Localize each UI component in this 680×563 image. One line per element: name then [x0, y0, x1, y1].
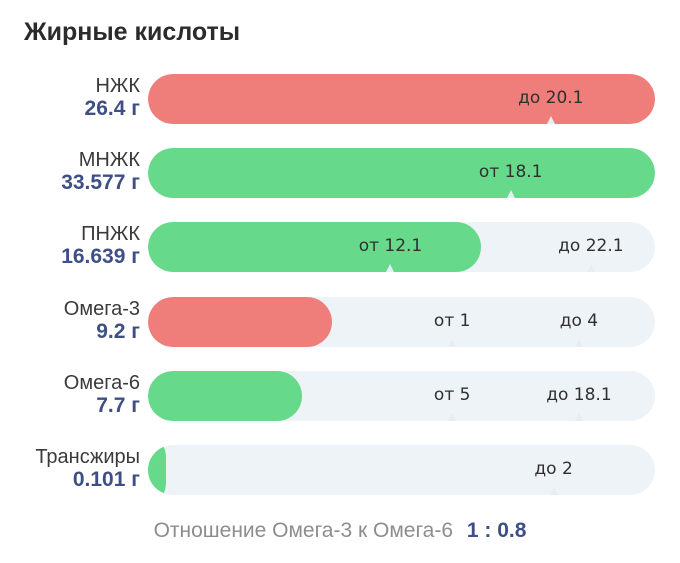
row-value: 33.577 г: [61, 171, 140, 195]
mark-label: от 12.1: [358, 236, 423, 257]
mark-label: от 18.1: [478, 162, 543, 183]
row-name: НЖК: [95, 75, 140, 97]
chart-row: Трансжиры 0.101 г до 2: [0, 445, 680, 495]
bar-fill: [148, 445, 166, 495]
bar-track: до 2: [148, 445, 655, 495]
mark-pointer: [448, 412, 457, 421]
row-value: 16.639 г: [61, 245, 140, 269]
mark-label: от 5: [433, 384, 471, 405]
bar-track: от 1 до 4: [148, 296, 655, 347]
mark-pointer: [586, 264, 595, 273]
mark-label: от 1: [433, 310, 471, 331]
bar-track: от 5 до 18.1: [148, 370, 655, 421]
row-value: 0.101 г: [72, 468, 140, 491]
row-name: Трансжиры: [35, 446, 140, 468]
row-name: Омега-6: [63, 371, 140, 394]
omega-ratio: Отношение Омега-3 к Омега-6 1 : 0.8: [0, 519, 680, 543]
bar-track: до 20.1: [148, 74, 655, 124]
chart-row: Омега-6 7.7 г от 5 до 18.1: [0, 370, 680, 421]
bar-fill: [148, 148, 655, 199]
chart-row: НЖК 26.4 г до 20.1: [0, 74, 680, 124]
mark-pointer: [386, 264, 395, 273]
mark-pointer: [448, 338, 457, 347]
mark-pointer: [506, 190, 515, 199]
chart-row: МНЖК 33.577 г от 18.1: [0, 148, 680, 199]
bar-fill: [148, 296, 333, 347]
mark-label: до 20.1: [518, 88, 584, 108]
page-title: Жирные кислоты: [24, 18, 241, 46]
bar-track: от 12.1 до 22.1: [148, 222, 655, 273]
row-label: Омега-6 7.7 г: [64, 372, 140, 418]
row-label: МНЖК 33.577 г: [61, 149, 140, 195]
row-value: 9.2 г: [96, 319, 140, 343]
row-name: МНЖК: [78, 149, 140, 172]
bar-fill: [148, 74, 655, 124]
mark-pointer: [574, 338, 583, 347]
row-label: ПНЖК 16.639 г: [61, 223, 140, 269]
row-name: ПНЖК: [81, 223, 140, 246]
ratio-label: Отношение Омега-3 к Омега-6: [153, 519, 454, 542]
row-value: 7.7 г: [96, 393, 140, 417]
ratio-value: 1 : 0.8: [466, 519, 527, 542]
mark-label: до 4: [559, 310, 599, 331]
mark-label: до 22.1: [558, 236, 624, 257]
chart-row: Омега-3 9.2 г от 1 до 4: [0, 296, 680, 347]
bar-fill: [148, 222, 482, 273]
mark-pointer: [574, 412, 583, 421]
bar-fill: [148, 370, 303, 421]
row-label: Омега-3 9.2 г: [64, 298, 140, 344]
chart-row: ПНЖК 16.639 г от 12.1 до 22.1: [0, 222, 680, 273]
row-label: Трансжиры 0.101 г: [35, 446, 140, 492]
mark-pointer: [546, 116, 555, 124]
mark-label: до 18.1: [546, 384, 612, 405]
row-value: 26.4 г: [84, 97, 140, 120]
mark-pointer: [549, 487, 558, 495]
bar-track: от 18.1: [148, 148, 655, 199]
row-name: Омега-3: [63, 297, 140, 320]
mark-label: до 2: [534, 459, 573, 479]
row-label: НЖК 26.4 г: [85, 75, 140, 121]
